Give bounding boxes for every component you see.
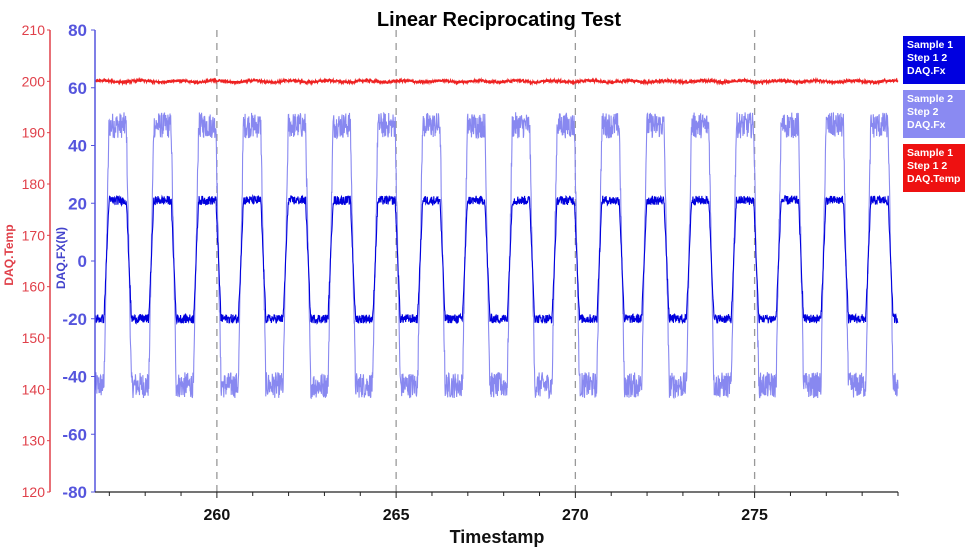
fx-tick-label: 60 xyxy=(68,79,87,98)
x-tick-label: 265 xyxy=(383,507,410,524)
fx-tick-label: 0 xyxy=(78,252,87,271)
temp-tick-label: 210 xyxy=(22,22,46,38)
fx-axis-label: DAQ.FX(N) xyxy=(54,227,68,289)
fx-tick-label: 80 xyxy=(68,21,87,40)
legend-item: Sample 1 Step 1 2 DAQ.Fx xyxy=(903,36,965,84)
temp-tick-label: 190 xyxy=(22,125,46,141)
temp-tick-label: 120 xyxy=(22,484,46,500)
temp-tick-label: 180 xyxy=(22,176,46,192)
temp-tick-label: 130 xyxy=(22,433,46,449)
series-line xyxy=(94,76,899,87)
fx-tick-label: 40 xyxy=(68,137,87,156)
temp-tick-label: 160 xyxy=(22,279,46,295)
temp-tick-label: 140 xyxy=(22,381,46,397)
gridlines xyxy=(216,30,756,492)
temp-axis-label: DAQ.Temp xyxy=(2,224,16,285)
series-line xyxy=(94,193,899,326)
chart-title: Linear Reciprocating Test xyxy=(377,9,621,31)
fx-tick-label: 20 xyxy=(68,194,87,213)
legend-item: Sample 2 Step 2 DAQ.Fx xyxy=(903,90,965,138)
temp-tick-label: 170 xyxy=(22,227,46,243)
temp-axis: 120 130 140 150 160 170 180 190 200 210 xyxy=(22,22,51,500)
x-tick-label: 260 xyxy=(204,507,231,524)
series-layer xyxy=(94,76,899,400)
series-line xyxy=(94,111,899,400)
temp-tick-label: 200 xyxy=(22,73,46,89)
legend-item: Sample 1 Step 1 2 DAQ.Temp xyxy=(903,144,965,192)
temp-tick-label: 150 xyxy=(22,330,46,346)
fx-tick-label: -40 xyxy=(62,368,87,387)
x-tick-label: 270 xyxy=(562,507,589,524)
x-axis: 260 265 270 275 xyxy=(95,491,899,524)
x-tick-label: 275 xyxy=(741,507,768,524)
fx-axis: -80 -60 -40 -20 0 20 40 60 80 xyxy=(62,21,96,502)
legend-label: Sample 2 Step 2 DAQ.Fx xyxy=(907,93,954,131)
legend-label: Sample 1 Step 1 2 DAQ.Temp xyxy=(907,147,961,185)
x-axis-label: Timestamp xyxy=(450,527,545,547)
fx-tick-label: -60 xyxy=(62,425,87,444)
legend-label: Sample 1 Step 1 2 DAQ.Fx xyxy=(907,39,954,77)
fx-tick-label: -20 xyxy=(62,310,87,329)
fx-tick-label: -80 xyxy=(62,483,87,502)
